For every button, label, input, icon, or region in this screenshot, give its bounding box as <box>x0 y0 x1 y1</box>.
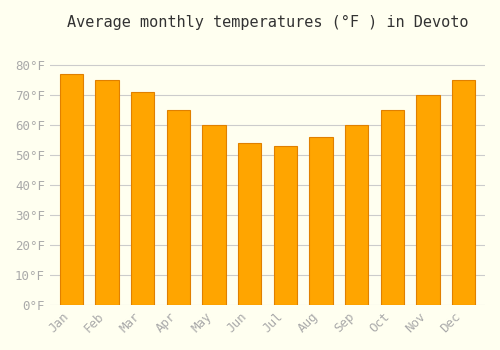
Bar <box>96 80 118 305</box>
Bar <box>416 95 440 305</box>
Bar <box>274 146 297 305</box>
Bar <box>131 92 154 305</box>
Title: Average monthly temperatures (°F ) in Devoto: Average monthly temperatures (°F ) in De… <box>66 15 468 30</box>
Bar <box>166 110 190 305</box>
Bar <box>238 143 261 305</box>
Bar <box>310 137 332 305</box>
Bar <box>60 74 83 305</box>
Bar <box>380 110 404 305</box>
Bar <box>345 125 368 305</box>
Bar <box>452 80 475 305</box>
Bar <box>202 125 226 305</box>
